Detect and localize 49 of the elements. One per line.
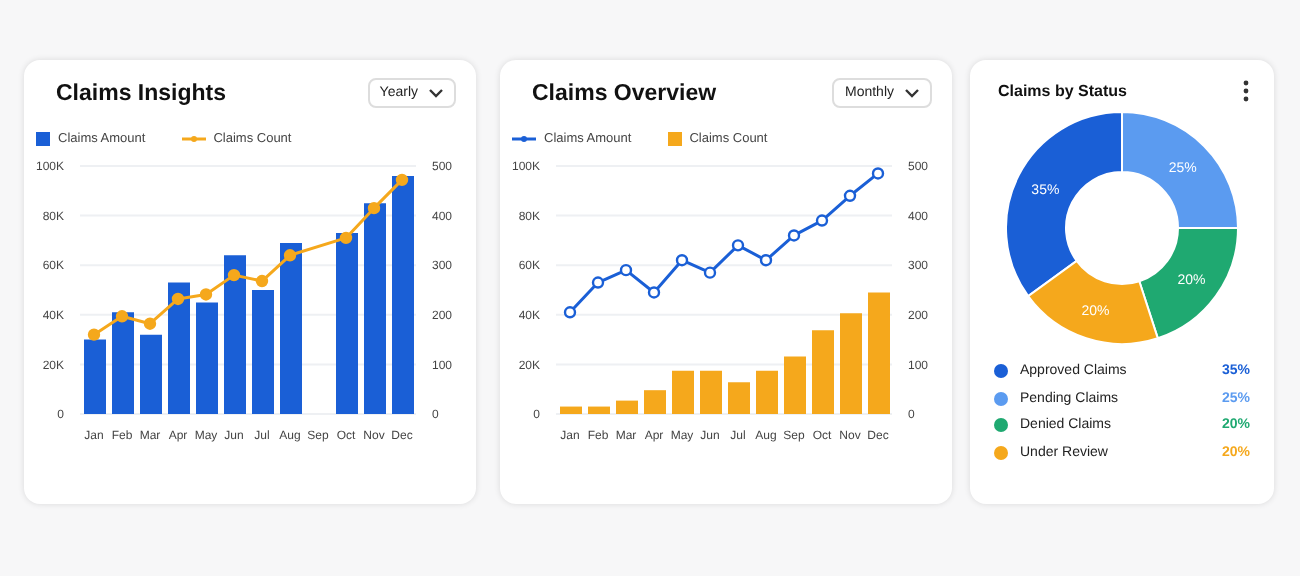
bar (224, 255, 246, 414)
bar (728, 382, 750, 414)
point (339, 231, 353, 245)
bar (392, 175, 414, 414)
point (731, 239, 745, 252)
point (759, 254, 773, 267)
point (283, 249, 297, 262)
point (87, 328, 101, 341)
point (815, 214, 829, 227)
bar (616, 400, 638, 414)
bar (84, 339, 106, 414)
point (703, 266, 717, 279)
bar (840, 313, 862, 414)
bar (560, 406, 582, 414)
point (843, 189, 857, 202)
bar (336, 232, 358, 414)
bar (168, 282, 190, 414)
point (787, 229, 801, 242)
point (143, 317, 157, 330)
bar (756, 370, 778, 414)
point (563, 306, 577, 319)
point (619, 263, 633, 277)
point (647, 286, 661, 299)
bar (672, 370, 694, 414)
chart-title: Claims Overview (532, 81, 717, 105)
bar (140, 334, 162, 414)
bar (700, 370, 722, 414)
point (675, 254, 689, 267)
point (395, 173, 409, 187)
point (591, 276, 605, 289)
bar (196, 302, 218, 414)
point (227, 268, 241, 282)
point (199, 288, 213, 301)
bar (784, 356, 806, 414)
bar (364, 203, 386, 414)
point (255, 274, 269, 288)
bar (252, 290, 274, 414)
bar (644, 390, 666, 414)
bar (868, 292, 890, 414)
bar (812, 330, 834, 414)
chart-title: Claims Insights (56, 81, 226, 105)
bar (588, 406, 610, 414)
bar (280, 242, 302, 414)
point (367, 201, 381, 215)
chart-title: Claims by Status (998, 82, 1127, 100)
bar (112, 312, 134, 414)
point (871, 167, 885, 180)
point (115, 310, 129, 323)
point (171, 292, 185, 306)
